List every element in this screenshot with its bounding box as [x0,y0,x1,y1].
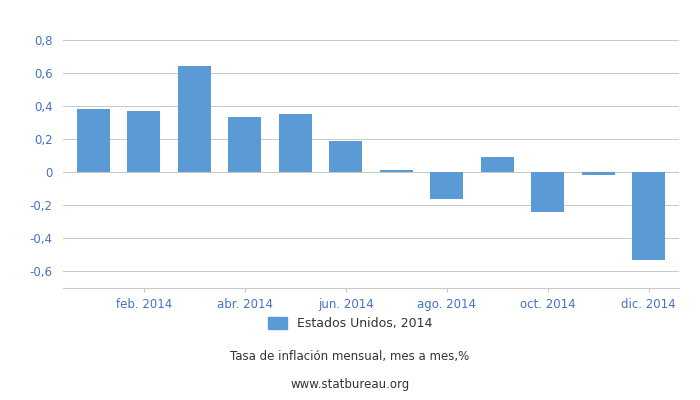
Bar [430,172,463,198]
Bar [329,141,362,172]
Bar [228,118,261,172]
Bar [279,114,312,172]
Bar [531,172,564,212]
Text: www.statbureau.org: www.statbureau.org [290,378,410,391]
Bar [178,66,211,172]
Text: Tasa de inflación mensual, mes a mes,%: Tasa de inflación mensual, mes a mes,% [230,350,470,363]
Bar [380,170,413,172]
Legend: Estados Unidos, 2014: Estados Unidos, 2014 [263,312,437,335]
Bar [632,172,665,260]
Bar [127,111,160,172]
Bar [77,109,110,172]
Bar [481,157,514,172]
Bar [582,172,615,175]
